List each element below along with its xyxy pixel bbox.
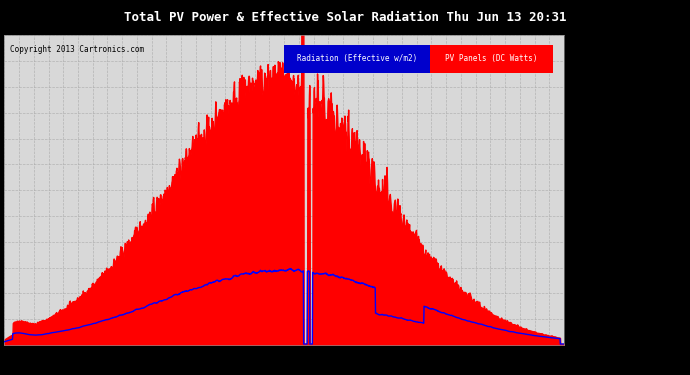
FancyBboxPatch shape xyxy=(284,45,430,72)
Text: Copyright 2013 Cartronics.com: Copyright 2013 Cartronics.com xyxy=(10,45,144,54)
Text: Radiation (Effective w/m2): Radiation (Effective w/m2) xyxy=(297,54,417,63)
FancyBboxPatch shape xyxy=(430,45,553,72)
Text: Total PV Power & Effective Solar Radiation Thu Jun 13 20:31: Total PV Power & Effective Solar Radiati… xyxy=(124,11,566,24)
Text: PV Panels (DC Watts): PV Panels (DC Watts) xyxy=(445,54,538,63)
